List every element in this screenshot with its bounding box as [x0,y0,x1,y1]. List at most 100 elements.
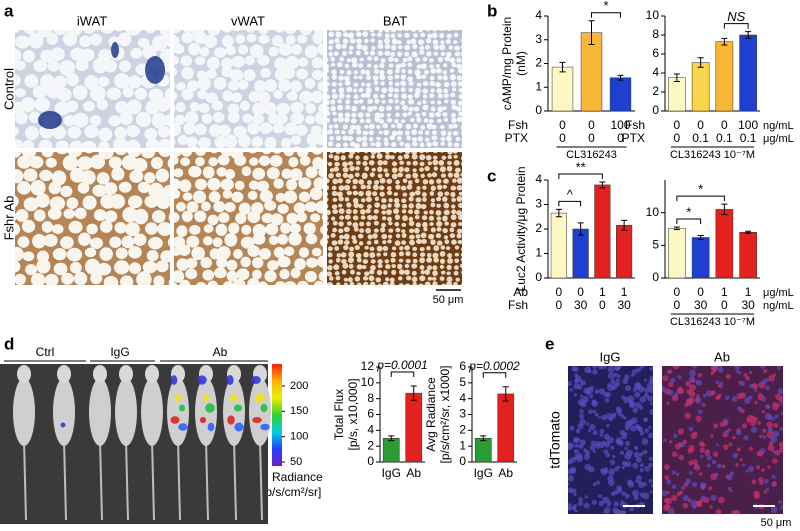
cell [311,57,323,69]
error-bar [555,208,562,218]
cell [217,124,231,137]
cell [232,278,246,285]
cell [128,245,142,259]
cell [350,30,355,31]
cell [436,216,442,221]
scale-label: 50 μm [433,294,464,306]
cell [397,40,402,45]
cell [433,44,439,51]
cell [451,104,458,111]
mouse-body [249,378,271,446]
bar [668,228,686,279]
cell [331,204,338,210]
cell [15,48,22,62]
nucleus [579,409,584,414]
cell [458,111,462,117]
y-axis-label: [p/s, x10,000] [346,378,360,450]
cell [233,30,241,32]
cell [394,202,401,208]
cell [425,38,432,44]
cell [29,155,44,169]
cell [360,198,366,203]
cell [208,191,221,203]
cell [148,236,163,250]
cell [160,11,172,22]
cell [448,124,454,130]
row-label: Fshr Ab [1,196,16,241]
cell [362,276,369,281]
cell [53,262,68,276]
nucleus [573,448,580,455]
cell [401,68,406,74]
cell [435,81,442,88]
cell [0,46,8,61]
nucleus [634,391,641,398]
x-tick-label: Ab [406,466,421,480]
cell [468,149,472,153]
row-value: 0 [674,285,681,299]
cell [469,51,474,56]
nucleus [639,396,647,403]
cell [57,87,72,102]
cell [89,237,104,249]
cell [152,35,168,52]
nucleus [574,443,579,448]
cell [174,81,176,90]
cell [335,257,341,263]
cell [363,155,369,161]
row-unit: μg/mL [763,133,794,145]
nucleus [704,450,711,456]
cell [422,99,427,105]
cell [189,224,201,235]
cell [456,210,462,216]
cell [446,165,453,172]
cell [384,30,390,33]
nucleus [599,428,605,434]
cell [449,74,456,81]
nucleus [713,423,719,429]
error-bar [502,386,509,402]
cell [222,281,234,285]
cell [55,140,69,148]
cell [425,152,430,153]
cell [259,122,273,134]
cell [360,82,366,87]
nucleus [702,393,707,398]
cell [175,291,189,305]
nucleus [614,366,621,371]
cell [419,154,426,161]
cell [398,251,404,257]
cell [456,116,462,123]
y-tick-label: 3 [459,407,466,421]
cell [311,247,322,257]
cell [342,142,349,147]
cell [411,153,418,160]
y-axis-label: Total Flux [332,389,346,440]
cell [117,32,132,47]
cell [183,30,193,33]
cell [328,51,334,57]
signal [234,422,244,432]
nucleus [588,409,593,415]
cell [370,264,376,271]
cell [358,190,364,197]
cell [187,145,199,148]
cell [454,51,460,57]
cell [411,141,418,147]
nucleus [772,404,779,411]
cell [109,194,126,209]
cell [332,197,338,203]
cell [179,279,191,285]
cell [376,252,381,257]
cell [121,235,135,249]
cell [249,157,259,166]
cell [370,142,375,147]
cell [343,233,350,240]
cell [397,276,403,281]
cell [454,245,460,250]
cell [469,257,475,262]
cell [460,51,462,57]
cell [442,215,448,222]
row-label: PTX [622,131,645,145]
cell [202,236,213,246]
